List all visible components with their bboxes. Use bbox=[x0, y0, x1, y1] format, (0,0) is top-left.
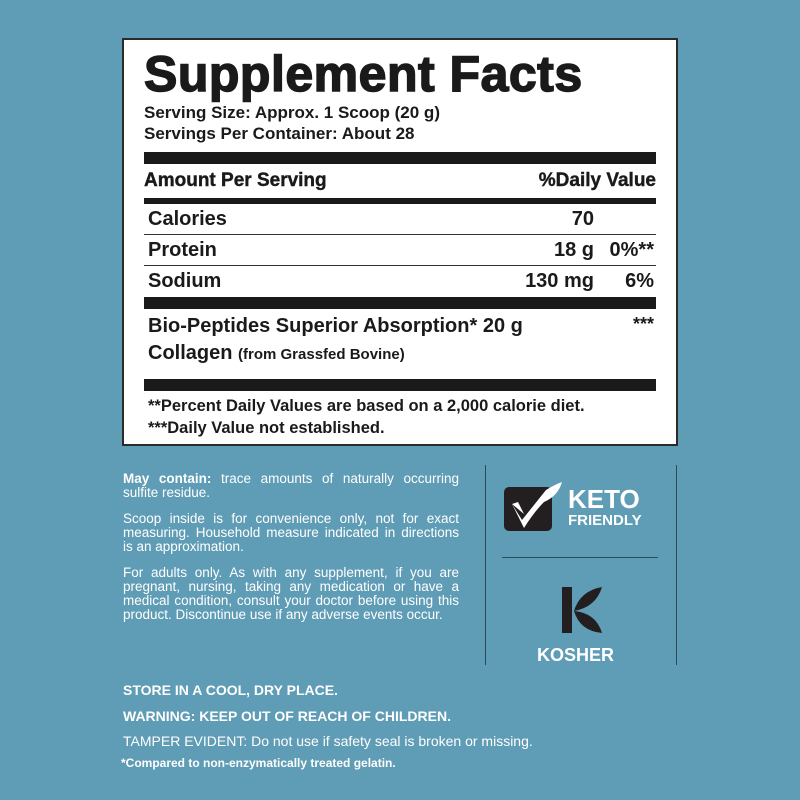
keto-badge: KETO FRIENDLY bbox=[504, 482, 642, 532]
warning-note: WARNING: KEEP OUT OF REACH OF CHILDREN. bbox=[123, 708, 451, 724]
keto-sub-label: FRIENDLY bbox=[568, 511, 642, 529]
scoop-note: Scoop inside is for convenience only, no… bbox=[123, 511, 459, 554]
nutrient-amount: 18 g bbox=[553, 238, 594, 261]
collagen-source: (from Grassfed Bovine) bbox=[238, 346, 405, 363]
servings-per-container: Servings Per Container: About 28 bbox=[144, 124, 415, 143]
collagen-name-2: Collagen bbox=[148, 342, 233, 364]
collagen-row: Bio-Peptides Superior Absorption* 20 g C… bbox=[144, 309, 656, 379]
divider bbox=[144, 297, 656, 309]
compared-note: *Compared to non-enzymatically treated g… bbox=[121, 756, 396, 770]
table-row: Calories 70 bbox=[144, 204, 656, 235]
table-header: Amount Per Serving %Daily Value bbox=[144, 164, 656, 198]
table-row: Protein 18 g 0%** bbox=[144, 235, 656, 266]
info-text: May contain: trace amounts of naturally … bbox=[123, 472, 459, 634]
panel-title: Supplement Facts bbox=[143, 45, 583, 103]
nutrient-name: Sodium bbox=[148, 270, 222, 292]
may-contain: May contain: trace amounts of naturally … bbox=[123, 472, 459, 500]
divider bbox=[144, 152, 656, 164]
serving-size: Serving Size: Approx. 1 Scoop (20 g) bbox=[144, 103, 440, 122]
footnote: **Percent Daily Values are based on a 2,… bbox=[148, 397, 585, 415]
divider bbox=[144, 379, 656, 391]
nutrient-amount: 130 mg bbox=[525, 270, 594, 292]
keto-label: KETO bbox=[568, 483, 640, 514]
may-contain-text: trace amounts of naturally occurring sul… bbox=[123, 471, 459, 500]
nutrient-amount: 70 bbox=[571, 207, 594, 230]
divider bbox=[502, 557, 658, 558]
nutrient-name: Protein bbox=[148, 238, 217, 261]
store-note: STORE IN A COOL, DRY PLACE. bbox=[123, 682, 338, 698]
divider bbox=[144, 198, 656, 204]
collagen-dv: *** bbox=[632, 314, 654, 334]
collagen-amount: 20 g bbox=[482, 315, 523, 337]
header-dv: %Daily Value bbox=[538, 170, 657, 191]
may-contain-label: May contain: bbox=[123, 471, 212, 486]
divider bbox=[485, 465, 486, 665]
nutrient-dv: 0%** bbox=[609, 238, 654, 261]
nutrient-dv: 6% bbox=[625, 270, 654, 292]
kosher-k-icon bbox=[562, 587, 602, 633]
collagen-name: Bio-Peptides Superior Absorption* bbox=[148, 315, 478, 337]
tamper-note: TAMPER EVIDENT: Do not use if safety sea… bbox=[123, 733, 533, 749]
table-row: Sodium 130 mg 6% bbox=[144, 266, 656, 297]
kosher-label: KOSHER bbox=[537, 645, 615, 665]
keto-check-leaf-icon bbox=[504, 482, 562, 531]
header-amount: Amount Per Serving bbox=[144, 170, 327, 191]
divider bbox=[676, 465, 677, 665]
adults-note: For adults only. As with any supplement,… bbox=[123, 565, 459, 622]
supplement-facts-panel: Supplement Facts Serving Size: Approx. 1… bbox=[122, 38, 678, 446]
nutrient-name: Calories bbox=[148, 207, 227, 230]
footnote: ***Daily Value not established. bbox=[148, 419, 385, 437]
